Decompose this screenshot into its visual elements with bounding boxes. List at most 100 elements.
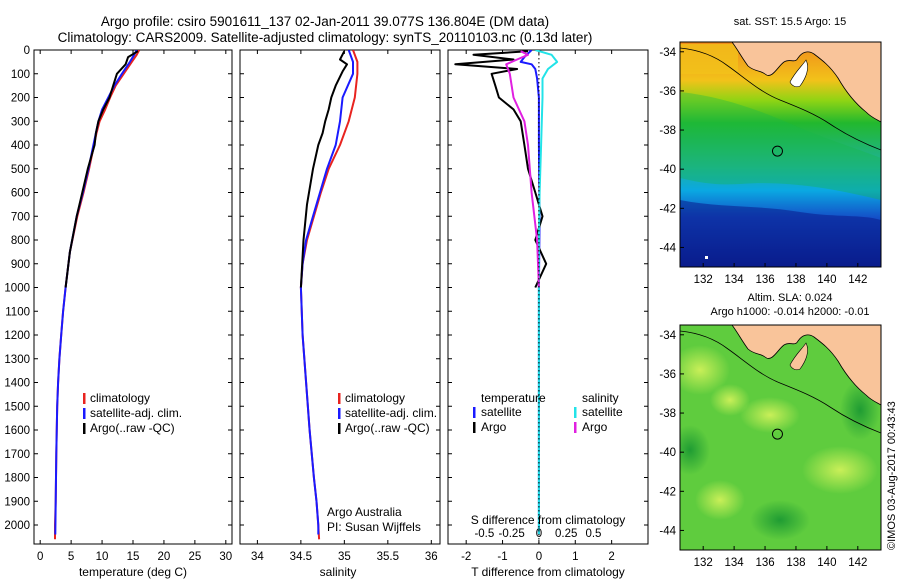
lon-tick-label: 138 — [786, 557, 805, 569]
depth-tick-label: 1200 — [4, 330, 30, 342]
depth-tick-label: 800 — [11, 235, 30, 247]
sla-high-patch — [680, 345, 730, 395]
depth-axis: 0 100 200 300 400 500 600 700 800 900 1000 1100 1200… — [4, 45, 232, 532]
sla-land — [731, 325, 881, 406]
legend-label-argo: Argo(..raw -QC) — [90, 421, 175, 435]
difference-plot-frame — [447, 49, 649, 545]
x-tick-label: 15 — [127, 551, 140, 563]
copyright-stamp: ©IMOS 03-Aug-2017 00:43:43 — [886, 401, 898, 550]
sst-cold-band — [680, 200, 881, 267]
depth-tick-label: 1800 — [4, 473, 30, 485]
sst-gulf-white — [789, 59, 808, 88]
x-tick-label: 34.5 — [290, 551, 312, 563]
lon-tick-label: 138 — [786, 274, 805, 286]
sla-low-patch — [750, 500, 810, 540]
sla-high-patch — [802, 446, 878, 494]
series-satellite-adj-clim- — [299, 50, 354, 535]
sla-map-axes: 132 134 136 138 140 142 -34 -36 -38 -40 -42 -44 — [659, 330, 867, 569]
s-difference-tick-label: 0.5 — [585, 528, 601, 540]
lat-tick-label: -34 — [659, 330, 676, 342]
depth-tick-label: 1600 — [4, 425, 30, 437]
depth-tick-label: 600 — [11, 188, 30, 200]
lat-tick-label: -44 — [659, 242, 676, 254]
difference-legend: temperature salinity satellite Argo sate… — [473, 391, 623, 434]
sst-map-axes: 132 134 136 138 140 142 -34 -36 -38 -40 -42 -44 — [659, 47, 867, 286]
lat-tick-label: -34 — [659, 47, 676, 59]
series-salinity-argo — [505, 50, 540, 288]
lat-tick-label: -36 — [659, 369, 676, 381]
legend-swatch-satellite — [338, 408, 341, 419]
legend-label-satellite: satellite-adj. clim. — [345, 406, 437, 420]
lat-tick-label: -44 — [659, 525, 676, 537]
s-difference-tick-label: -0.25 — [499, 528, 525, 540]
x-tick-label: 2 — [608, 551, 614, 563]
sst-map-frame — [679, 41, 882, 268]
legend-title-salinity: salinity — [582, 391, 619, 405]
sst-heatmap — [680, 42, 881, 267]
lon-tick-label: 134 — [725, 274, 745, 286]
temperature-axis: 0 5 10 15 20 25 30 — [37, 50, 232, 563]
lon-tick-label: 132 — [694, 557, 713, 569]
legend-title-temperature: temperature — [481, 391, 546, 405]
x-tick-label: 34 — [251, 551, 264, 563]
lon-tick-label: 142 — [848, 274, 867, 286]
lat-tick-label: -36 — [659, 86, 676, 98]
sla-map-frame — [679, 324, 882, 551]
legend-label-satellite: satellite-adj. clim. — [90, 406, 182, 420]
s-difference-tick-label: 0.25 — [555, 528, 577, 540]
legend-swatch-argo — [338, 423, 341, 434]
lon-tick-label: 142 — [848, 557, 867, 569]
s-difference-tick-label: -0.5 — [474, 528, 494, 540]
legend-label-argo: Argo(..raw -QC) — [345, 421, 430, 435]
sla-high-patch — [695, 480, 745, 520]
x-tick-label: 35.5 — [377, 551, 399, 563]
x-tick-label: 0 — [37, 551, 43, 563]
legend-label-climatology: climatology — [345, 391, 405, 405]
series-argo-raw-qc- — [299, 50, 348, 288]
legend-label-s-satellite: satellite — [582, 405, 623, 419]
sla-high-patch — [710, 384, 750, 416]
s-difference-tick-label: 0 — [536, 528, 542, 540]
salinity-series — [299, 50, 359, 540]
depth-tick-label: 700 — [11, 211, 30, 223]
annotation-program: Argo Australia — [327, 505, 402, 519]
legend-swatch-t-satellite — [473, 407, 476, 418]
series-argo-raw-qc- — [64, 50, 139, 288]
sla-map-panel: Altim. SLA: 0.024 Argo h1000: -0.014 h20… — [659, 292, 882, 569]
sst-shelf-contour — [680, 47, 881, 151]
depth-tick-label: 1700 — [4, 449, 30, 461]
sst-map-title: sat. SST: 15.5 Argo: 15 — [734, 16, 847, 28]
temperature-plot-frame — [33, 49, 233, 545]
figure-title-line-2: Climatology: CARS2009. Satellite-adjuste… — [57, 30, 593, 45]
salinity-legend: climatology satellite-adj. clim. Argo(..… — [338, 391, 437, 435]
sst-green-band — [680, 92, 881, 200]
legend-label-t-argo: Argo — [481, 420, 507, 434]
lon-tick-label: 132 — [694, 274, 713, 286]
x-tick-label: -2 — [461, 551, 471, 563]
lat-tick-label: -42 — [659, 203, 676, 215]
x-tick-label: 5 — [68, 551, 74, 563]
sla-high-patch — [740, 397, 800, 433]
depth-tick-label: 1000 — [4, 283, 30, 295]
sst-land — [731, 42, 881, 123]
lon-tick-label: 134 — [725, 557, 745, 569]
difference-depth-ticks — [448, 49, 648, 526]
depth-tick-label: 500 — [11, 164, 30, 176]
temperature-series — [54, 50, 141, 540]
legend-label-s-argo: Argo — [582, 420, 608, 434]
lat-tick-label: -38 — [659, 408, 676, 420]
t-difference-xlabel: T difference from climatology — [471, 565, 625, 579]
depth-tick-label: 900 — [11, 259, 30, 271]
legend-label-climatology: climatology — [90, 391, 150, 405]
sla-map-title: Altim. SLA: 0.024 — [748, 292, 833, 304]
lon-tick-label: 140 — [817, 557, 836, 569]
temperature-legend: climatology satellite-adj. clim. Argo(..… — [83, 391, 182, 435]
legend-swatch-satellite — [83, 408, 86, 419]
salinity-depth-ticks — [240, 49, 440, 526]
depth-tick-label: 0 — [24, 45, 30, 57]
sst-warm-patch — [680, 44, 738, 74]
annotation-pi: PI: Susan Wijffels — [327, 520, 421, 534]
sst-map-panel: sat. SST: 15.5 Argo: 15 132 134 136 138 140 1… — [659, 16, 882, 286]
x-tick-label: 35 — [338, 551, 351, 563]
